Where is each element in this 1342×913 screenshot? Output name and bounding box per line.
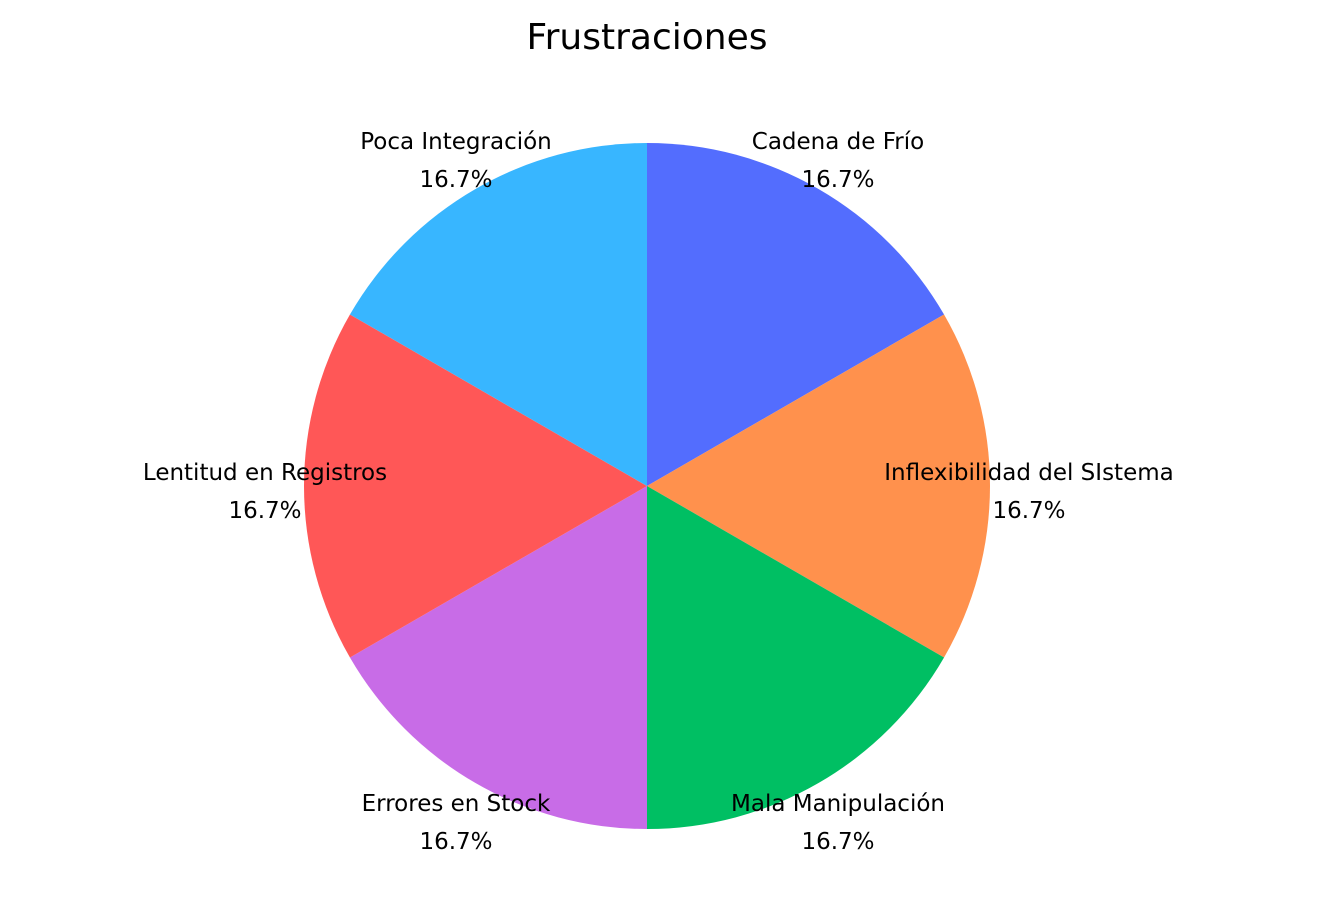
- pie-slice: [349, 486, 647, 829]
- chart-title: Frustraciones: [527, 17, 768, 58]
- slice-label: Cadena de Frío 16.7%: [752, 129, 924, 193]
- slice-name: Lentitud en Registros: [143, 460, 387, 486]
- slice-label: Inflexibilidad del SIstema 16.7%: [884, 460, 1173, 524]
- pie-slice: [349, 143, 647, 486]
- slice-percent: 16.7%: [992, 498, 1065, 524]
- slice-label: Mala Manipulación 16.7%: [731, 791, 945, 855]
- slice-label: Errores en Stock 16.7%: [362, 791, 551, 855]
- slice-name: Cadena de Frío: [752, 129, 924, 155]
- pie-slice: [647, 314, 991, 658]
- pie-slice: [647, 486, 945, 829]
- slice-percent: 16.7%: [419, 829, 492, 855]
- slice-label: Lentitud en Registros 16.7%: [143, 460, 387, 524]
- pie-slice: [303, 314, 647, 658]
- pie-labels: Cadena de Frío 16.7%Inflexibilidad del SI…: [143, 129, 1174, 855]
- slice-name: Inflexibilidad del SIstema: [884, 460, 1173, 486]
- slice-percent: 16.7%: [228, 498, 301, 524]
- slice-name: Errores en Stock: [362, 791, 551, 817]
- slice-percent: 16.7%: [801, 167, 874, 193]
- slice-label: Poca Integración 16.7%: [360, 129, 552, 193]
- slice-name: Poca Integración: [360, 129, 552, 155]
- slice-name: Mala Manipulación: [731, 791, 945, 817]
- slice-percent: 16.7%: [419, 167, 492, 193]
- slice-percent: 16.7%: [801, 829, 874, 855]
- pie-slices: [303, 143, 991, 829]
- pie-slice: [647, 143, 945, 486]
